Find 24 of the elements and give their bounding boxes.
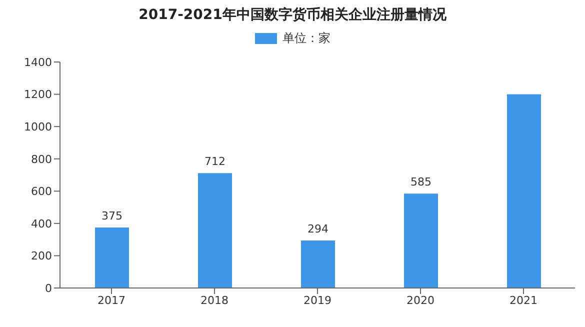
legend-label: 单位：家 bbox=[282, 30, 330, 46]
data-label: 375 bbox=[102, 209, 122, 222]
y-tick-label: 1000 bbox=[24, 120, 52, 134]
bar bbox=[198, 173, 232, 288]
x-tick-label: 2019 bbox=[304, 294, 332, 307]
y-tick-label: 600 bbox=[31, 185, 52, 198]
data-label: 294 bbox=[308, 222, 328, 236]
bar bbox=[507, 94, 541, 288]
chart-title: 2017-2021年中国数字货币相关企业注册量情况 bbox=[138, 6, 448, 25]
y-tick-label: 1200 bbox=[24, 88, 52, 102]
x-tick-label: 2020 bbox=[406, 294, 434, 307]
y-tick-label: 400 bbox=[31, 217, 52, 230]
bar bbox=[301, 240, 335, 288]
data-label: 712 bbox=[204, 155, 226, 168]
y-tick-label: 200 bbox=[31, 250, 52, 263]
x-tick-label: 2018 bbox=[200, 294, 228, 307]
x-tick-label: 2021 bbox=[510, 294, 538, 307]
bar bbox=[404, 194, 438, 288]
data-label: 585 bbox=[410, 176, 432, 189]
y-tick-label: 1400 bbox=[24, 56, 52, 69]
y-tick-label: 800 bbox=[31, 152, 52, 166]
y-tick-label: 0 bbox=[45, 282, 52, 295]
x-tick-label: 2017 bbox=[98, 294, 126, 307]
bar bbox=[95, 227, 129, 288]
